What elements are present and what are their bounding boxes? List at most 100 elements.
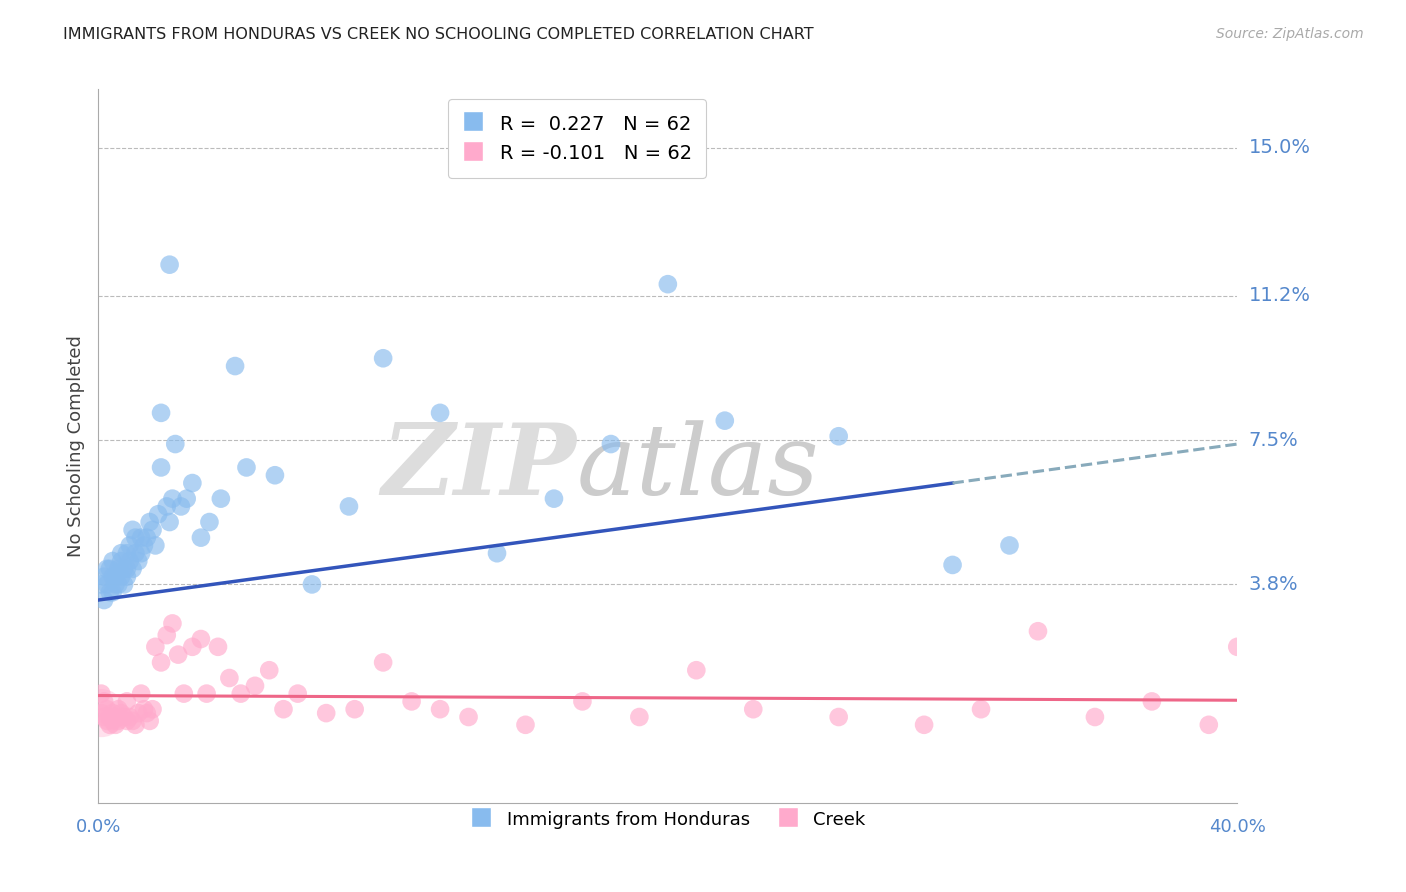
Point bbox=[543, 491, 565, 506]
Point bbox=[101, 706, 124, 720]
Point bbox=[127, 706, 149, 720]
Point bbox=[343, 702, 366, 716]
Point bbox=[118, 538, 141, 552]
Point bbox=[150, 656, 173, 670]
Point bbox=[141, 702, 163, 716]
Point bbox=[107, 562, 129, 576]
Point bbox=[124, 546, 146, 560]
Point bbox=[195, 687, 218, 701]
Y-axis label: No Schooling Completed: No Schooling Completed bbox=[66, 335, 84, 557]
Point bbox=[138, 714, 160, 728]
Point bbox=[224, 359, 246, 373]
Point bbox=[90, 706, 112, 720]
Point bbox=[173, 687, 195, 701]
Point bbox=[121, 562, 143, 576]
Point bbox=[98, 585, 121, 599]
Point bbox=[115, 694, 138, 708]
Point bbox=[98, 562, 121, 576]
Point bbox=[273, 702, 295, 716]
Point bbox=[90, 706, 112, 720]
Point bbox=[264, 468, 287, 483]
Point bbox=[1198, 718, 1220, 732]
Point bbox=[104, 710, 127, 724]
Point bbox=[1140, 694, 1163, 708]
Text: IMMIGRANTS FROM HONDURAS VS CREEK NO SCHOOLING COMPLETED CORRELATION CHART: IMMIGRANTS FROM HONDURAS VS CREEK NO SCH… bbox=[63, 27, 814, 42]
Point bbox=[129, 546, 152, 560]
Text: 0.0%: 0.0% bbox=[76, 818, 121, 837]
Point bbox=[209, 491, 232, 506]
Point bbox=[373, 656, 395, 670]
Point bbox=[101, 569, 124, 583]
Point bbox=[162, 616, 184, 631]
Point bbox=[101, 714, 124, 728]
Point bbox=[486, 546, 509, 560]
Point bbox=[96, 577, 118, 591]
Point bbox=[129, 687, 152, 701]
Point bbox=[135, 531, 157, 545]
Point bbox=[110, 706, 132, 720]
Point bbox=[429, 702, 451, 716]
Point bbox=[170, 500, 193, 514]
Point bbox=[101, 585, 124, 599]
Point bbox=[176, 491, 198, 506]
Point bbox=[828, 710, 851, 724]
Text: 15.0%: 15.0% bbox=[1249, 138, 1310, 157]
Point bbox=[1084, 710, 1107, 724]
Point bbox=[190, 531, 212, 545]
Point bbox=[685, 663, 707, 677]
Point bbox=[259, 663, 281, 677]
Point bbox=[657, 277, 679, 292]
Point bbox=[181, 476, 204, 491]
Point bbox=[90, 577, 112, 591]
Point bbox=[107, 577, 129, 591]
Point bbox=[167, 648, 190, 662]
Point bbox=[118, 710, 141, 724]
Point bbox=[742, 702, 765, 716]
Point bbox=[942, 558, 965, 572]
Text: Source: ZipAtlas.com: Source: ZipAtlas.com bbox=[1216, 27, 1364, 41]
Point bbox=[315, 706, 337, 720]
Point bbox=[135, 706, 157, 720]
Point bbox=[145, 640, 167, 654]
Point bbox=[198, 515, 221, 529]
Point bbox=[207, 640, 229, 654]
Point bbox=[970, 702, 993, 716]
Point bbox=[98, 710, 121, 724]
Point bbox=[457, 710, 479, 724]
Point bbox=[98, 718, 121, 732]
Point bbox=[159, 258, 181, 272]
Point bbox=[515, 718, 537, 732]
Point bbox=[112, 562, 135, 576]
Text: 3.8%: 3.8% bbox=[1249, 575, 1298, 594]
Point bbox=[150, 406, 173, 420]
Point bbox=[93, 593, 115, 607]
Point bbox=[96, 714, 118, 728]
Point bbox=[96, 562, 118, 576]
Point bbox=[828, 429, 851, 443]
Point bbox=[156, 500, 179, 514]
Point bbox=[104, 569, 127, 583]
Point bbox=[190, 632, 212, 646]
Point bbox=[110, 546, 132, 560]
Legend: Immigrants from Honduras, Creek: Immigrants from Honduras, Creek bbox=[464, 801, 872, 837]
Point bbox=[96, 702, 118, 716]
Point bbox=[107, 702, 129, 716]
Point bbox=[145, 538, 167, 552]
Point bbox=[112, 710, 135, 724]
Point bbox=[1026, 624, 1049, 639]
Point bbox=[93, 569, 115, 583]
Point bbox=[107, 714, 129, 728]
Point bbox=[115, 569, 138, 583]
Point bbox=[141, 523, 163, 537]
Point bbox=[115, 562, 138, 576]
Point bbox=[115, 714, 138, 728]
Point bbox=[110, 569, 132, 583]
Point bbox=[337, 500, 360, 514]
Point bbox=[229, 687, 252, 701]
Point bbox=[112, 577, 135, 591]
Point bbox=[373, 351, 395, 366]
Point bbox=[93, 694, 115, 708]
Point bbox=[714, 414, 737, 428]
Point bbox=[121, 523, 143, 537]
Point bbox=[118, 554, 141, 568]
